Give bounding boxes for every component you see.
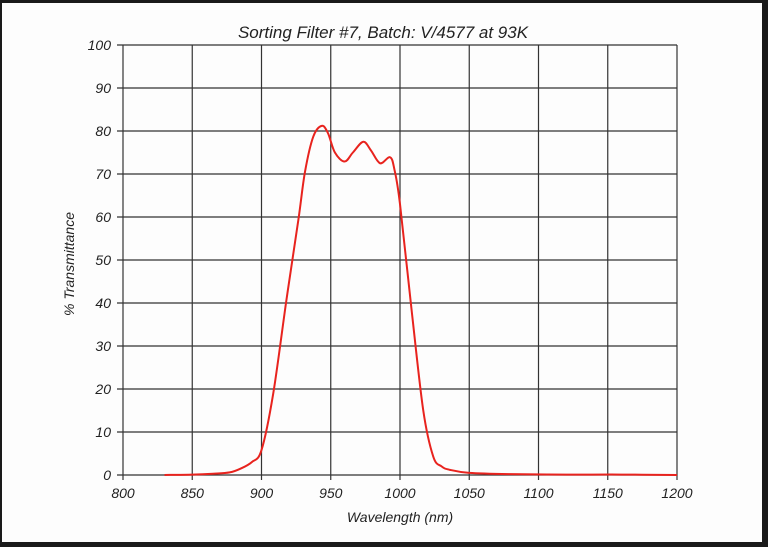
x-tick-label: 1150 [593, 485, 623, 501]
x-tick-label: 800 [111, 485, 135, 501]
x-tick-label: 1000 [384, 485, 415, 501]
y-tick-label: 40 [95, 295, 111, 311]
y-tick-label: 70 [95, 166, 111, 182]
series-line [164, 124, 678, 476]
y-tick-label: 80 [95, 123, 111, 139]
x-tick-label: 950 [319, 485, 343, 501]
x-axis-label: Wavelength (nm) [347, 509, 453, 525]
x-tick-label: 850 [181, 485, 205, 501]
x-tick-label: 1100 [523, 485, 553, 501]
x-tick-label: 1050 [454, 485, 485, 501]
y-tick-label: 60 [95, 209, 111, 225]
y-tick-label: 90 [95, 80, 111, 96]
chart-title: Sorting Filter #7, Batch: V/4577 at 93K [238, 23, 529, 42]
y-tick-label: 100 [88, 37, 112, 53]
y-tick-label: 50 [95, 252, 111, 268]
y-axis-label: % Transmittance [61, 212, 77, 316]
y-tick-label: 10 [95, 424, 111, 440]
x-tick-label: 1200 [661, 485, 692, 501]
y-tick-label: 30 [95, 338, 111, 354]
y-tick-label: 0 [103, 467, 111, 483]
x-tick-label: 900 [250, 485, 274, 501]
y-tick-label: 20 [94, 381, 111, 397]
chart-paper [2, 3, 762, 542]
